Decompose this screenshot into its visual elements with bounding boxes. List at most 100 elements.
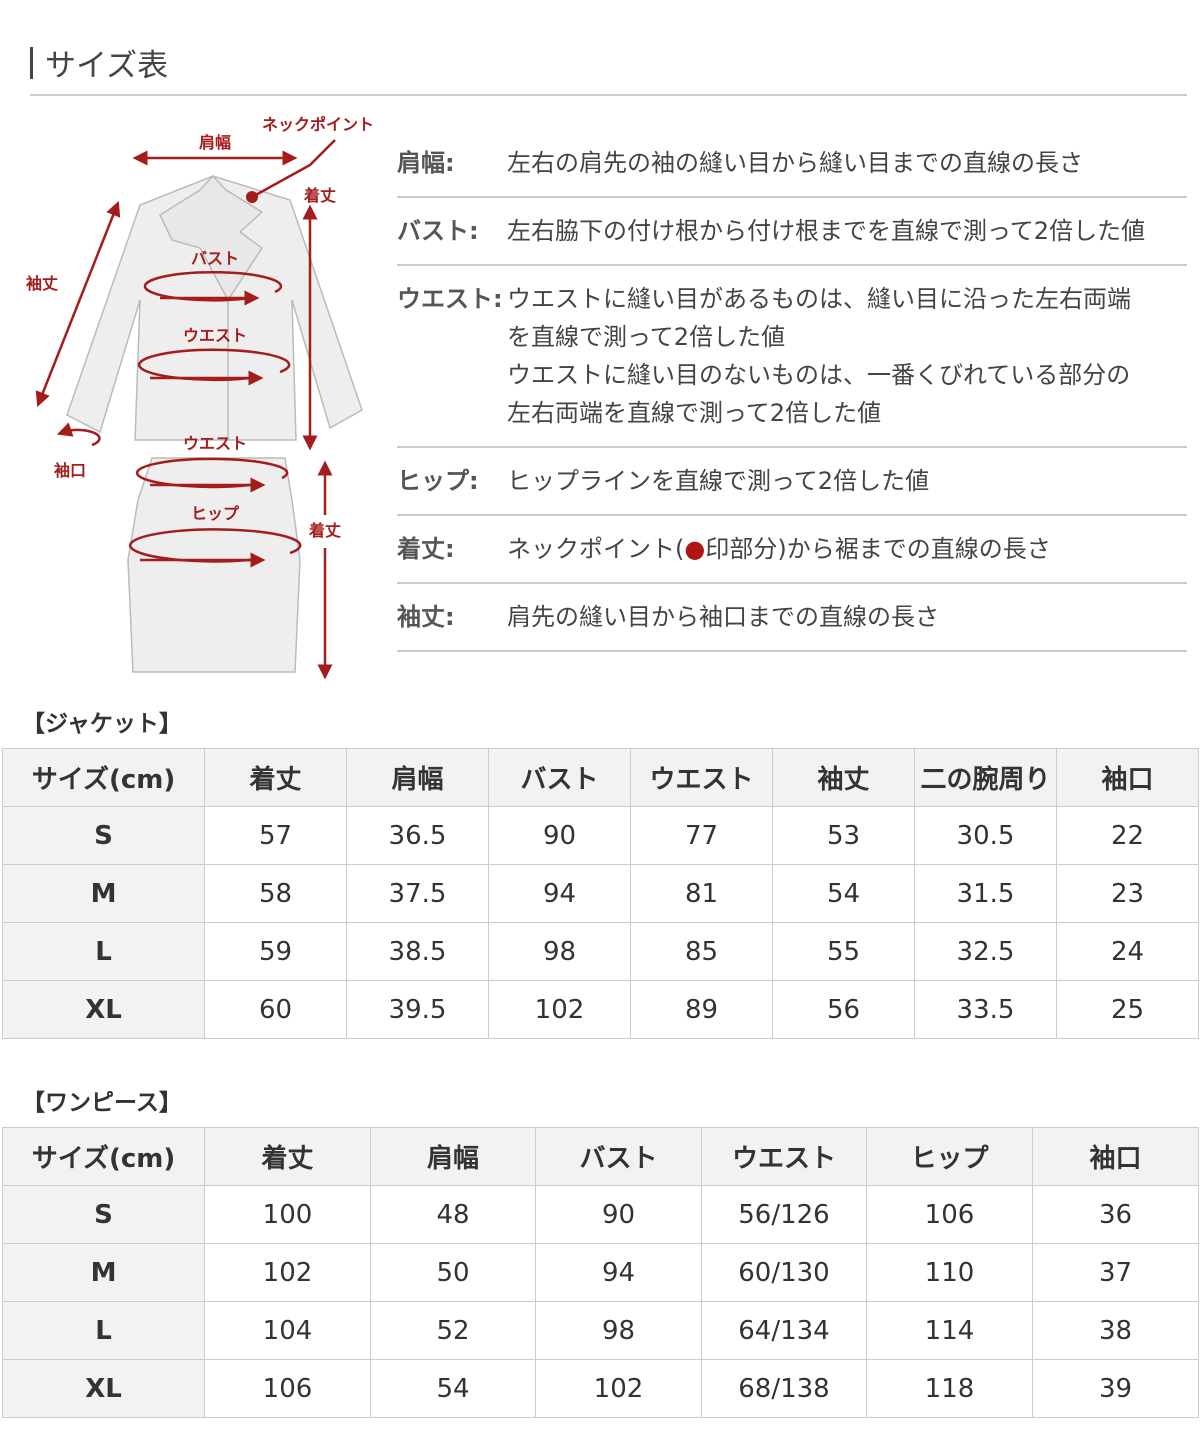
value-cell: 32.5 <box>914 922 1057 981</box>
definition-line: 左右の肩先の袖の縫い目から縫い目までの直線の長さ <box>507 149 1083 177</box>
value-cell: 37.5 <box>346 864 489 923</box>
definition-term: ヒップ: <box>397 467 479 495</box>
value-cell: 31.5 <box>914 864 1057 923</box>
value-cell: 59 <box>204 922 347 981</box>
table-row: L 59 38.5 98 85 55 32.5 24 <box>2 922 1199 981</box>
jacket-shape <box>66 175 363 441</box>
column-header: ウエスト <box>701 1127 867 1186</box>
column-header: 肩幅 <box>346 748 489 807</box>
definition-prefix: ネックポイント( <box>507 535 685 563</box>
value-cell: 90 <box>488 806 631 865</box>
value-cell: 22 <box>1056 806 1199 865</box>
value-cell: 52 <box>370 1301 536 1360</box>
size-cell: XL <box>2 980 205 1039</box>
label-neck-point: ネックポイント <box>262 115 374 134</box>
table-row: M 58 37.5 94 81 54 31.5 23 <box>2 864 1199 923</box>
value-cell: 60/130 <box>701 1243 867 1302</box>
value-cell: 37 <box>1032 1243 1199 1302</box>
value-cell: 90 <box>535 1185 702 1244</box>
jacket-size-table: サイズ(cm) 着丈 肩幅 バスト ウエスト 袖丈 二の腕周り 袖口 S 57 36.5 90 77 53… <box>2 748 1199 1039</box>
column-header: 袖口 <box>1056 748 1199 807</box>
jacket-section-label: 【ジャケット】 <box>22 711 182 737</box>
value-cell: 39.5 <box>346 980 489 1039</box>
value-cell: 57 <box>204 806 347 865</box>
definition-text: 肩先の縫い目から袖口までの直線の長さ <box>507 598 1187 636</box>
definition-term: ウエスト: <box>397 285 503 313</box>
dress-size-table: サイズ(cm) 着丈 肩幅 バスト ウエスト ヒップ 袖口 S 100 48 90 56/126 106… <box>2 1127 1199 1418</box>
value-cell: 102 <box>204 1243 371 1302</box>
column-header: ヒップ <box>866 1127 1033 1186</box>
value-cell: 38.5 <box>346 922 489 981</box>
table-row: XL 106 54 102 68/138 118 39 <box>2 1359 1199 1418</box>
value-cell: 106 <box>204 1359 371 1418</box>
value-cell: 24 <box>1056 922 1199 981</box>
value-cell: 94 <box>488 864 631 923</box>
value-cell: 89 <box>630 980 773 1039</box>
column-header: バスト <box>488 748 631 807</box>
value-cell: 110 <box>866 1243 1033 1302</box>
value-cell: 48 <box>370 1185 536 1244</box>
label-sleeve: 袖丈 <box>26 274 58 293</box>
measurement-diagram: 肩幅 ネックポイント 着丈 袖丈 袖口 バスト ウエスト ウエスト ヒップ 着丈 <box>26 115 374 680</box>
value-cell: 94 <box>535 1243 702 1302</box>
skirt-shape <box>127 457 301 673</box>
column-header: 袖丈 <box>772 748 915 807</box>
definition-row: ウエスト: ウエストに縫い目があるものは、縫い目に沿った左右両端 を直線で測って2倍… <box>397 266 1187 448</box>
page-title: サイズ表 <box>30 40 168 85</box>
title-bar <box>30 46 33 79</box>
definition-text: 左右の肩先の袖の縫い目から縫い目までの直線の長さ <box>507 144 1187 182</box>
size-cell: S <box>2 1185 205 1244</box>
value-cell: 68/138 <box>701 1359 867 1418</box>
definition-term: 袖丈: <box>397 603 455 631</box>
value-cell: 98 <box>488 922 631 981</box>
column-header: 着丈 <box>204 748 347 807</box>
definition-row: ヒップ: ヒップラインを直線で測って2倍した値 <box>397 448 1187 516</box>
column-header: 肩幅 <box>370 1127 536 1186</box>
definition-line: ヒップラインを直線で測って2倍した値 <box>507 467 930 495</box>
value-cell: 114 <box>866 1301 1033 1360</box>
neck-point-dot-icon: ● <box>684 535 706 563</box>
value-cell: 38 <box>1032 1301 1199 1360</box>
definition-term: 着丈: <box>397 535 455 563</box>
definition-line: ウエストに縫い目があるものは、縫い目に沿った左右両端 <box>507 285 1131 313</box>
value-cell: 102 <box>488 980 631 1039</box>
value-cell: 56 <box>772 980 915 1039</box>
definition-line: 左右脇下の付け根から付け根までを直線で測って2倍した値 <box>507 217 1146 245</box>
size-cell: L <box>2 922 205 981</box>
definition-row: 袖丈: 肩先の縫い目から袖口までの直線の長さ <box>397 584 1187 652</box>
value-cell: 25 <box>1056 980 1199 1039</box>
definitions-list: 肩幅: 左右の肩先の袖の縫い目から縫い目までの直線の長さ バスト: 左右脇下の付け根か… <box>397 130 1187 652</box>
definition-line: 肩先の縫い目から袖口までの直線の長さ <box>507 603 939 631</box>
label-length-jacket: 着丈 <box>303 186 336 205</box>
dress-section-label: 【ワンピース】 <box>22 1090 182 1116</box>
definition-text: ネックポイント(●印部分)から裾までの直線の長さ <box>507 530 1187 568</box>
definition-line: 左右両端を直線で測って2倍した値 <box>507 399 882 427</box>
neck-point-dot <box>246 191 258 203</box>
definition-line: ウエストに縫い目のないものは、一番くびれている部分の <box>507 361 1131 389</box>
value-cell: 39 <box>1032 1359 1199 1418</box>
label-waist-skirt: ウエスト <box>183 434 247 453</box>
label-shoulder: 肩幅 <box>199 133 231 152</box>
value-cell: 36 <box>1032 1185 1199 1244</box>
column-header: 着丈 <box>204 1127 371 1186</box>
value-cell: 58 <box>204 864 347 923</box>
column-header: サイズ(cm) <box>2 1127 205 1186</box>
label-waist-jacket: ウエスト <box>183 326 247 345</box>
column-header: ウエスト <box>630 748 773 807</box>
value-cell: 23 <box>1056 864 1199 923</box>
definition-row: 肩幅: 左右の肩先の袖の縫い目から縫い目までの直線の長さ <box>397 130 1187 198</box>
value-cell: 60 <box>204 980 347 1039</box>
definition-text: 左右脇下の付け根から付け根までを直線で測って2倍した値 <box>507 212 1187 250</box>
definition-text: ウエストに縫い目があるものは、縫い目に沿った左右両端 を直線で測って2倍した値 ウエ… <box>507 280 1187 432</box>
label-hip: ヒップ <box>191 504 240 523</box>
value-cell: 55 <box>772 922 915 981</box>
value-cell: 81 <box>630 864 773 923</box>
table-header-row: サイズ(cm) 着丈 肩幅 バスト ウエスト ヒップ 袖口 <box>2 1127 1199 1186</box>
value-cell: 33.5 <box>914 980 1057 1039</box>
value-cell: 64/134 <box>701 1301 867 1360</box>
table-row: L 104 52 98 64/134 114 38 <box>2 1301 1199 1360</box>
value-cell: 85 <box>630 922 773 981</box>
value-cell: 98 <box>535 1301 702 1360</box>
value-cell: 36.5 <box>346 806 489 865</box>
value-cell: 30.5 <box>914 806 1057 865</box>
